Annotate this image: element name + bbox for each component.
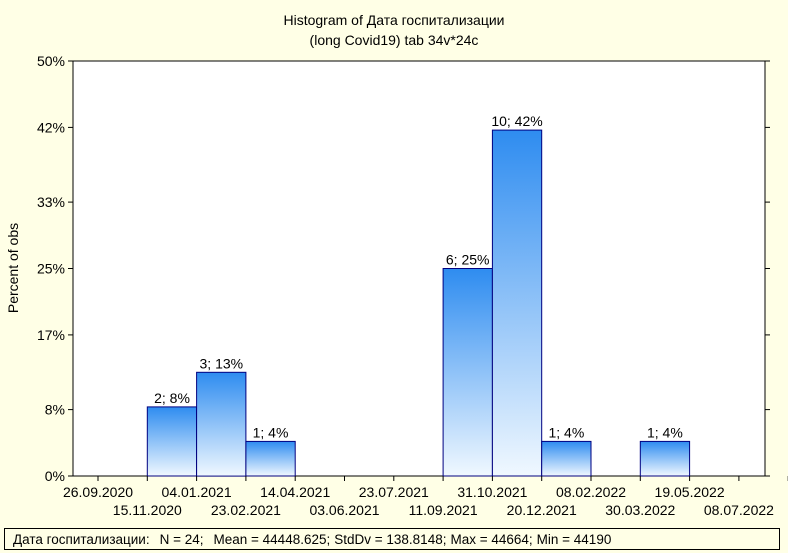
bar-value-label: 10; 42%: [491, 113, 542, 129]
bar-value-label: 3; 13%: [200, 355, 244, 371]
x-tick-label: 20.12.2021: [507, 502, 577, 518]
x-tick-label: 15.11.2020: [113, 502, 182, 518]
stats-n: N = 24;: [159, 532, 204, 547]
x-tick-label: 08.02.2022: [556, 484, 626, 500]
summary-statistics: Дата госпитализации: N = 24; Mean = 44448.…: [4, 528, 780, 550]
histogram-bar: [442, 268, 493, 477]
histogram-bar: [541, 440, 592, 477]
x-tick-label: 04.01.2021: [162, 484, 232, 500]
x-tick-label: 19.05.2022: [655, 484, 725, 500]
stats-mean: Mean = 44448.625;: [213, 532, 331, 547]
stats-variable: Дата госпитализации:: [13, 532, 150, 547]
x-tick-label: 08.07.2022: [704, 502, 774, 518]
histogram-bar: [146, 406, 198, 477]
y-tick-label: 25%: [37, 261, 65, 277]
bar-value-label: 6; 25%: [446, 252, 490, 268]
y-tick-label: 17%: [37, 327, 65, 343]
y-tick-label: 42%: [37, 119, 65, 135]
chart-title-line1: Histogram of Дата госпитализации: [283, 12, 505, 28]
x-tick-label: 14.04.2021: [260, 484, 330, 500]
histogram-bar: [196, 371, 247, 477]
bar-value-label: 1; 4%: [253, 424, 289, 440]
histogram-bar: [245, 440, 296, 477]
y-axis-label: Percent of obs: [5, 223, 21, 313]
y-tick-label: 50%: [37, 53, 65, 69]
bar-value-label: 1; 4%: [548, 424, 584, 440]
x-tick-label: 23.02.2021: [211, 502, 281, 518]
x-tick-label: 03.06.2021: [309, 502, 379, 518]
stats-stddev: StdDv = 138.8148;: [334, 532, 447, 547]
bar-value-label: 1; 4%: [647, 424, 683, 440]
y-tick-label: 8%: [45, 402, 65, 418]
x-tick-label: 11.09.2021: [409, 502, 478, 518]
x-tick-label: 26.09.2020: [63, 484, 133, 500]
x-tick-label: 31.10.2021: [457, 484, 527, 500]
chart-title-line2: (long Covid19) tab 34v*24c: [309, 32, 479, 48]
bar-value-label: 2; 8%: [154, 390, 190, 406]
y-tick-label: 0%: [45, 468, 65, 484]
histogram-bar: [491, 129, 543, 477]
stats-max: Max = 44664;: [450, 532, 533, 547]
chart-title: Histogram of Дата госпитализации (long C…: [0, 10, 788, 50]
histogram-bar: [639, 440, 691, 477]
stats-min: Min = 44190: [536, 532, 612, 547]
x-tick-label: 23.07.2021: [359, 484, 429, 500]
y-tick-label: 33%: [37, 194, 65, 210]
x-tick-label: 30.03.2022: [605, 502, 675, 518]
histogram-chart: 2; 8%3; 13%1; 4%6; 25%10; 42%1; 4% 1; 4% …: [5, 53, 788, 518]
